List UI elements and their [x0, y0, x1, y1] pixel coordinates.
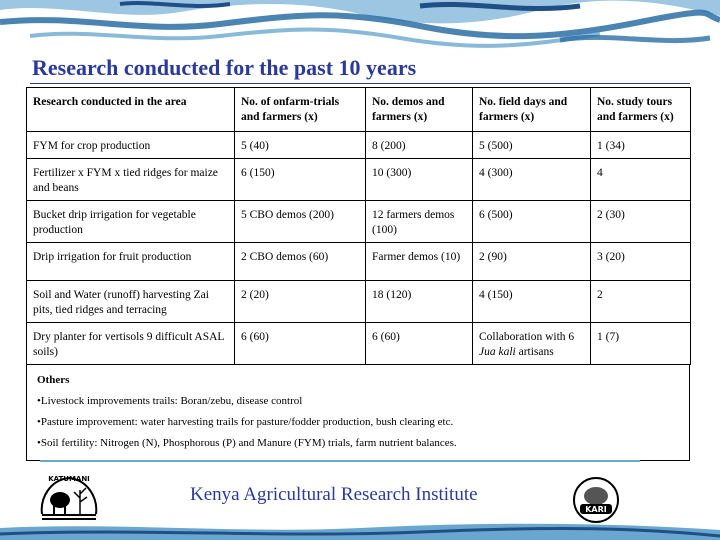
table-cell: 8 (200) — [365, 131, 473, 159]
page-title: Research conducted for the past 10 years — [32, 55, 417, 80]
table-cell: 4 — [590, 158, 691, 201]
footer-divider — [40, 460, 640, 462]
table-row: Drip irrigation for fruit production 2 C… — [26, 242, 691, 281]
table-cell: Farmer demos (10) — [365, 242, 473, 281]
others-item-pasture: •Pasture improvement: water harvesting t… — [37, 416, 454, 428]
others-section: Others •Livestock improvements trails: B… — [26, 365, 690, 461]
table-cell: Drip irrigation for fruit production — [26, 242, 235, 281]
table-cell: 5 (40) — [234, 131, 366, 159]
others-heading: Others — [37, 374, 70, 386]
table-cell: 10 (300) — [365, 158, 473, 201]
table-cell: 2 (20) — [234, 280, 366, 323]
table-row: Soil and Water (runoff) harvesting Zai p… — [26, 280, 691, 323]
table-cell: Bucket drip irrigation for vegetable pro… — [26, 200, 235, 243]
header-onfarm-trials: No. of onfarm-trials and farmers (x) — [234, 87, 366, 132]
header-demos: No. demos and farmers (x) — [365, 87, 473, 132]
header-research-area: Research conducted in the area — [26, 87, 235, 132]
table-row: Bucket drip irrigation for vegetable pro… — [26, 200, 691, 243]
footer-band — [0, 523, 720, 540]
table-cell: 2 (30) — [590, 200, 691, 243]
header-study-tours: No. study tours and farmers (x) — [590, 87, 691, 132]
table-row: Dry planter for vertisols 9 difficult AS… — [26, 322, 691, 365]
logo-left-text: KATUMANI — [48, 475, 90, 483]
katumani-logo-icon: KATUMANI — [40, 475, 98, 520]
table-row: Fertilizer x FYM x tied ridges for maize… — [26, 158, 691, 201]
table-cell: 6 (500) — [472, 200, 591, 243]
table-cell: Fertilizer x FYM x tied ridges for maize… — [26, 158, 235, 201]
table-cell: 2 CBO demos (60) — [234, 242, 366, 281]
table-row: FYM for crop production 5 (40) 8 (200) 5… — [26, 131, 691, 159]
table-cell: 18 (120) — [365, 280, 473, 323]
table-cell: 6 (60) — [365, 322, 473, 365]
table-cell: 1 (34) — [590, 131, 691, 159]
table-cell: FYM for crop production — [26, 131, 235, 159]
table-cell: 2 (90) — [472, 242, 591, 281]
table-cell: Collaboration with 6 Jua kali artisans — [472, 322, 591, 365]
table-cell: 2 — [590, 280, 691, 323]
table-cell: 6 (60) — [234, 322, 366, 365]
table-cell: 3 (20) — [590, 242, 691, 281]
table-cell: Soil and Water (runoff) harvesting Zai p… — [26, 280, 235, 323]
table-cell: 4 (300) — [472, 158, 591, 201]
table-cell: 5 (500) — [472, 131, 591, 159]
table-header-row: Research conducted in the area No. of on… — [26, 87, 691, 132]
table-cell: 4 (150) — [472, 280, 591, 323]
header-field-days: No. field days and farmers (x) — [472, 87, 591, 132]
table-cell: Dry planter for vertisols 9 difficult AS… — [26, 322, 235, 365]
title-underline — [30, 83, 690, 84]
kari-logo-icon: KARI — [573, 477, 619, 523]
table-cell: 12 farmers demos (100) — [365, 200, 473, 243]
table-cell: 1 (7) — [590, 322, 691, 365]
institute-name: Kenya Agricultural Research Institute — [190, 484, 478, 505]
logo-right-text: KARI — [585, 505, 607, 514]
header-banner — [0, 0, 720, 52]
research-table: Research conducted in the area No. of on… — [26, 87, 691, 365]
table-cell: 5 CBO demos (200) — [234, 200, 366, 243]
table-cell: 6 (150) — [234, 158, 366, 201]
others-item-soil: •Soil fertility: Nitrogen (N), Phosphoro… — [37, 437, 457, 449]
others-item-livestock: •Livestock improvements trails: Boran/ze… — [37, 395, 303, 407]
